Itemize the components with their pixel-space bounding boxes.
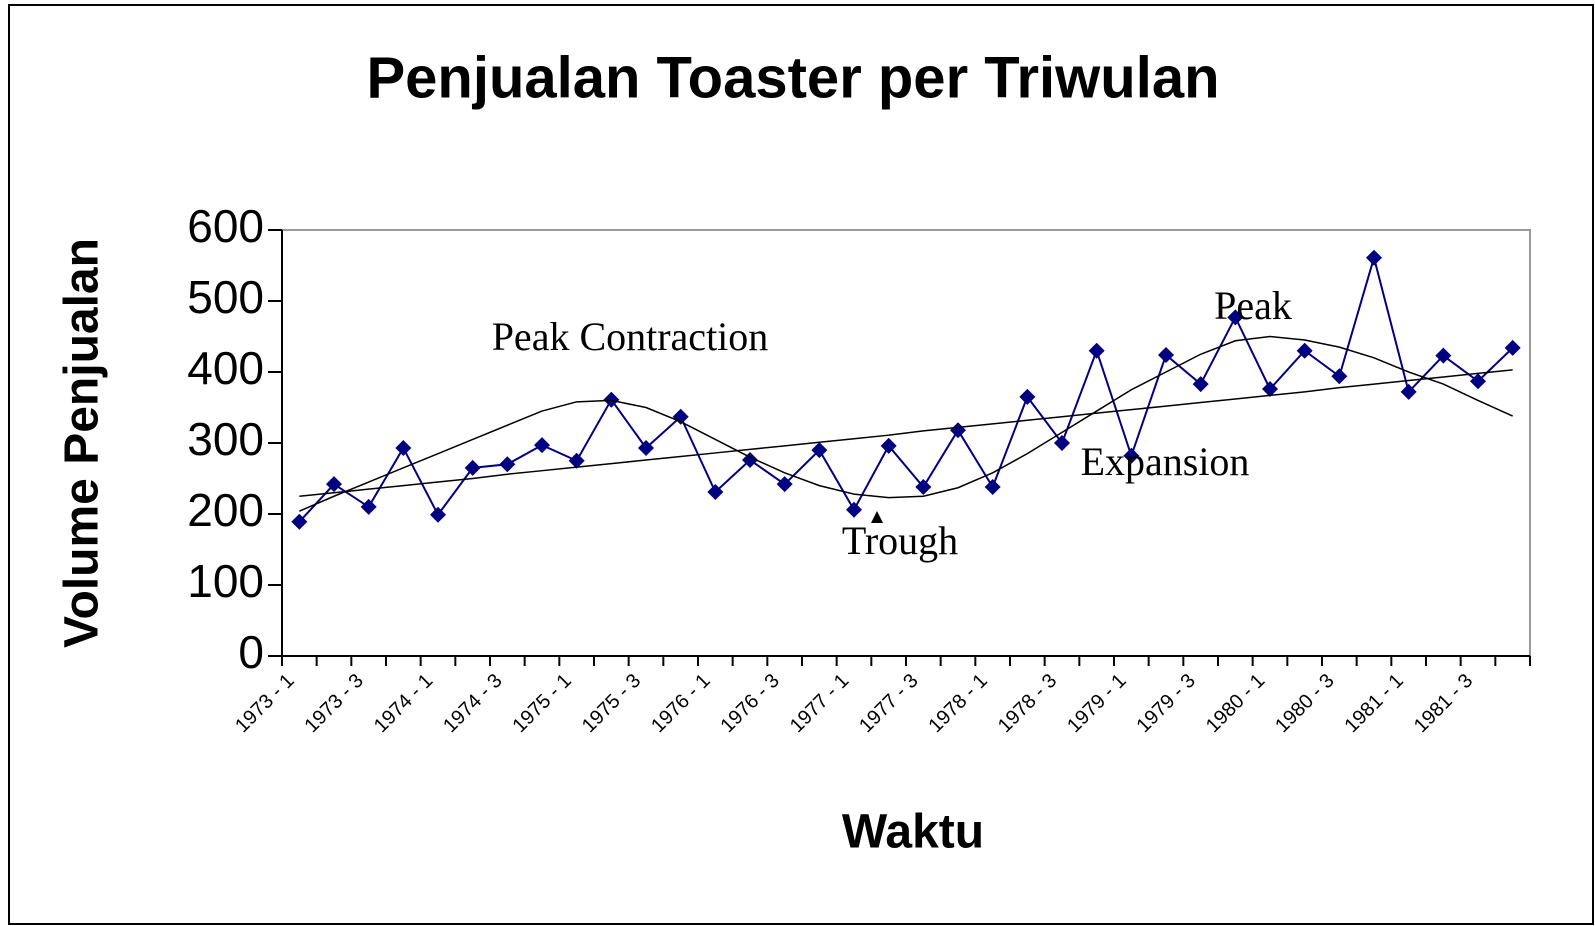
x-tick-label: 1979 - 3 xyxy=(1132,670,1199,737)
x-tick-label: 1975 - 3 xyxy=(578,670,645,737)
plot-area xyxy=(281,229,1531,657)
x-tick-label: 1980 - 3 xyxy=(1271,670,1338,737)
x-tick-label: 1973 - 3 xyxy=(300,670,367,737)
x-tick-label: 1977 - 1 xyxy=(786,670,853,737)
y-tick-label: 300 xyxy=(187,413,264,465)
data-point xyxy=(1227,309,1244,326)
data-point xyxy=(984,479,1001,496)
data-point xyxy=(846,501,862,518)
data-point xyxy=(811,442,828,459)
data-point xyxy=(1158,346,1174,363)
x-tick-label: 1977 - 3 xyxy=(855,670,922,737)
data-point xyxy=(291,513,308,530)
data-point xyxy=(568,452,585,469)
y-axis-title: Volume Penjualan xyxy=(56,238,109,648)
y-tick-label: 500 xyxy=(187,271,264,323)
data-point xyxy=(950,422,966,439)
chart-title: Penjualan Toaster per Triwulan xyxy=(366,45,1219,110)
data-point xyxy=(1192,376,1209,393)
x-tick-label: 1975 - 1 xyxy=(508,670,575,737)
data-point xyxy=(1296,342,1313,359)
data-point xyxy=(776,476,793,493)
x-tick-label: 1974 - 1 xyxy=(370,670,437,737)
annotation-arrow xyxy=(871,511,883,523)
y-tick-label: 200 xyxy=(187,484,264,536)
x-tick-label: 1978 - 3 xyxy=(994,670,1061,737)
data-point xyxy=(880,437,897,454)
y-tick-label: 100 xyxy=(187,555,264,607)
data-point xyxy=(1470,373,1486,390)
data-point xyxy=(1504,339,1521,356)
data-point xyxy=(1123,447,1140,464)
data-point xyxy=(638,439,654,456)
annotation: Peak Contraction xyxy=(492,314,769,359)
frame xyxy=(8,4,1594,925)
x-tick-label: 1974 - 3 xyxy=(439,670,506,737)
data-point xyxy=(395,439,412,456)
data-point xyxy=(1400,383,1417,400)
data-point xyxy=(430,506,446,523)
x-tick-label: 1981 - 1 xyxy=(1340,670,1407,737)
series-line xyxy=(299,369,1513,497)
data-point xyxy=(1435,347,1452,364)
data-point xyxy=(534,437,550,454)
data-point xyxy=(1331,368,1348,385)
data-point xyxy=(1019,388,1036,405)
data-point xyxy=(499,456,516,473)
y-tick-label: 600 xyxy=(187,200,264,252)
x-tick-label: 1978 - 1 xyxy=(924,670,991,737)
x-tick-label: 1976 - 3 xyxy=(716,670,783,737)
data-point xyxy=(360,498,377,515)
x-tick-label: 1980 - 1 xyxy=(1202,670,1269,737)
x-axis-title: Waktu xyxy=(842,806,984,859)
x-tick-label: 1976 - 1 xyxy=(647,670,714,737)
data-point xyxy=(742,452,758,469)
data-point xyxy=(707,483,724,500)
data-point xyxy=(1054,435,1070,451)
series-line xyxy=(299,335,1513,512)
data-point xyxy=(464,459,481,476)
data-point xyxy=(1366,249,1382,266)
data-point xyxy=(326,476,342,493)
annotation: Trough xyxy=(842,518,958,563)
annotation: Expansion xyxy=(1081,439,1250,484)
data-point xyxy=(915,479,932,496)
y-tick-label: 0 xyxy=(238,626,264,678)
x-tick-label: 1973 - 1 xyxy=(231,670,298,737)
data-point xyxy=(1262,381,1278,398)
x-tick-label: 1981 - 3 xyxy=(1410,670,1477,737)
x-tick-label: 1979 - 1 xyxy=(1063,670,1130,737)
data-point xyxy=(1088,342,1105,359)
annotation: Peak xyxy=(1214,283,1292,328)
series-line xyxy=(298,253,1514,523)
y-tick-label: 400 xyxy=(187,342,264,394)
